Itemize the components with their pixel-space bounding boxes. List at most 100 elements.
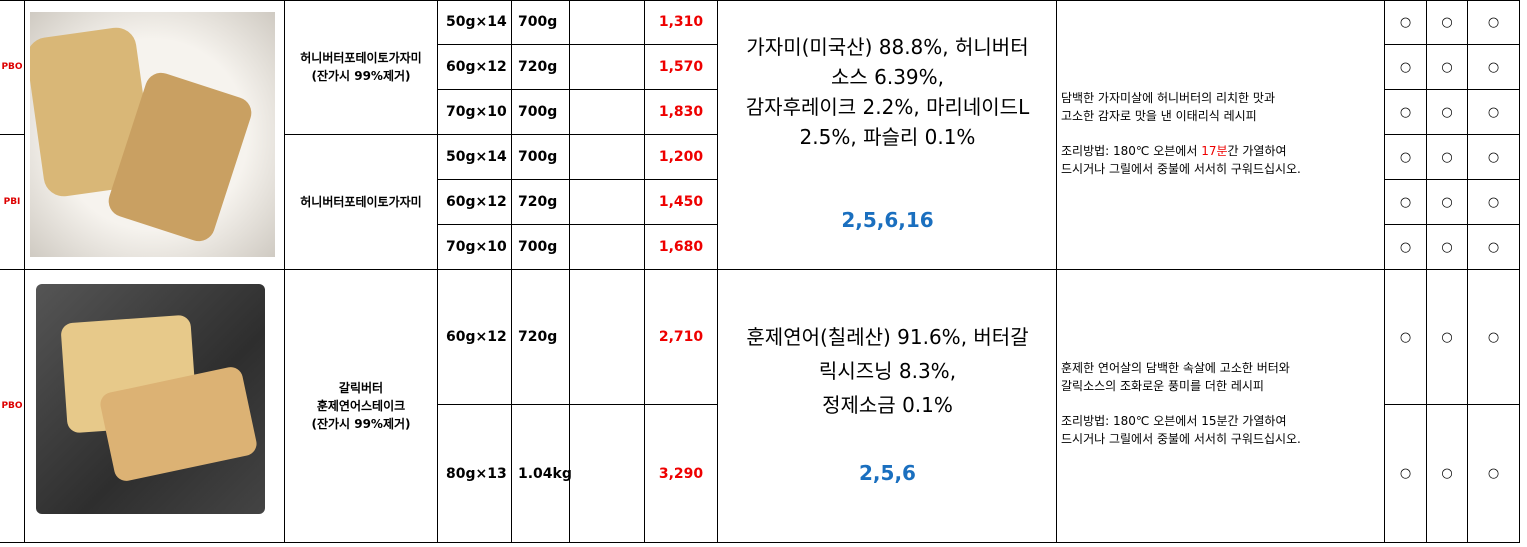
empty-cell xyxy=(570,270,645,405)
method-text: 간 가열하여 xyxy=(1227,144,1287,158)
availability-mark: ○ xyxy=(1468,90,1520,135)
price: 1,830 xyxy=(645,90,718,135)
product-name: 허니버터포테이토가자미 (잔가시 99%제거) xyxy=(285,0,438,135)
price: 3,290 xyxy=(645,405,718,543)
method-text: 17분 xyxy=(1201,144,1228,158)
availability-mark: ○ xyxy=(1468,0,1520,45)
name-line: (잔가시 99%제거) xyxy=(311,417,411,431)
product-image xyxy=(36,284,265,514)
ingredients-cell xyxy=(718,0,1057,270)
method-line: 드시거나 그릴에서 중불에 서서히 구워드십시오. xyxy=(1061,431,1301,449)
product-code: PBI xyxy=(0,135,25,270)
empty-cell xyxy=(570,135,645,180)
spec: 60g×12 xyxy=(438,270,512,405)
availability-mark: ○ xyxy=(1427,90,1468,135)
weight: 700g xyxy=(512,225,570,270)
product-code: PBO xyxy=(0,270,25,543)
price: 1,450 xyxy=(645,180,718,225)
allergens: 2,5,6 xyxy=(859,461,916,485)
empty-cell xyxy=(570,0,645,45)
price: 1,310 xyxy=(645,0,718,45)
empty-cell xyxy=(570,45,645,90)
image-cell xyxy=(25,0,285,270)
availability-mark: ○ xyxy=(1385,135,1427,180)
method-text: 조리방법: 180℃ 오븐에서 xyxy=(1061,144,1202,158)
availability-mark: ○ xyxy=(1468,270,1520,405)
description-line: 고소한 감자로 맛을 낸 이태리식 레시피 xyxy=(1061,108,1257,123)
availability-mark: ○ xyxy=(1468,135,1520,180)
name-line: 허니버터포테이토가자미 xyxy=(300,195,422,209)
description: 담백한 가자미살에 허니버터의 리치한 맛과 고소한 감자로 맛을 낸 이태리식 … xyxy=(1061,90,1275,125)
product-image xyxy=(30,12,275,257)
method-line: 조리방법: 180℃ 오븐에서 15분간 가열하여 xyxy=(1061,413,1301,431)
weight: 700g xyxy=(512,90,570,135)
ingredients-cell xyxy=(718,270,1057,543)
availability-mark: ○ xyxy=(1427,45,1468,90)
availability-mark: ○ xyxy=(1385,0,1427,45)
availability-mark: ○ xyxy=(1385,180,1427,225)
spec: 50g×14 xyxy=(438,135,512,180)
product-code: PBO xyxy=(0,0,25,135)
description-line: 갈릭소스의 조화로운 풍미를 더한 레시피 xyxy=(1061,378,1264,393)
empty-cell xyxy=(570,180,645,225)
price: 1,680 xyxy=(645,225,718,270)
method-text: 조리방법: 180℃ 오븐에서 15분간 가열하여 xyxy=(1061,414,1287,428)
ingredient-line: 소스 6.39%, xyxy=(830,65,945,89)
method-line: 조리방법: 180℃ 오븐에서 17분간 가열하여 xyxy=(1061,143,1301,161)
cooking-method: 조리방법: 180℃ 오븐에서 17분간 가열하여 드시거나 그릴에서 중불에 서… xyxy=(1061,143,1301,178)
description-cell xyxy=(1057,0,1385,270)
availability-mark: ○ xyxy=(1385,405,1427,543)
price: 2,710 xyxy=(645,270,718,405)
availability-mark: ○ xyxy=(1468,180,1520,225)
product-name: 허니버터포테이토가자미 xyxy=(285,135,438,270)
ingredient-line: 2.5%, 파슬리 0.1% xyxy=(799,125,976,149)
ingredient-line: 정제소금 0.1% xyxy=(822,393,953,417)
weight: 720g xyxy=(512,270,570,405)
availability-mark: ○ xyxy=(1385,45,1427,90)
empty-cell xyxy=(570,405,645,543)
availability-mark: ○ xyxy=(1427,0,1468,45)
availability-mark: ○ xyxy=(1385,90,1427,135)
ingredient-line: 감자후레이크 2.2%, 마리네이드L xyxy=(745,95,1030,119)
ingredient-line: 가자미(미국산) 88.8%, 허니버터 xyxy=(746,35,1029,59)
name-line: 훈제연어스테이크 xyxy=(316,399,406,413)
spec: 70g×10 xyxy=(438,90,512,135)
name-line: (잔가시 99%제거) xyxy=(311,69,411,83)
method-line: 드시거나 그릴에서 중불에 서서히 구워드십시오. xyxy=(1061,161,1301,179)
availability-mark: ○ xyxy=(1468,45,1520,90)
availability-mark: ○ xyxy=(1427,405,1468,543)
weight: 1.04kg xyxy=(512,405,572,543)
allergens: 2,5,6,16 xyxy=(841,208,934,232)
name-line: 갈릭버터 xyxy=(338,381,384,395)
name-line: 허니버터포테이토가자미 xyxy=(300,51,422,65)
availability-mark: ○ xyxy=(1427,270,1468,405)
availability-mark: ○ xyxy=(1385,225,1427,270)
image-cell xyxy=(25,270,285,543)
method-text: 드시거나 그릴에서 중불에 서서히 구워드십시오. xyxy=(1061,431,1301,446)
description-cell xyxy=(1057,270,1385,543)
spec: 50g×14 xyxy=(438,0,512,45)
ingredient-line: 훈제연어(칠레산) 91.6%, 버터갈 xyxy=(746,325,1029,349)
ingredient-line: 릭시즈닝 8.3%, xyxy=(818,359,957,383)
weight: 700g xyxy=(512,0,570,45)
spec: 80g×13 xyxy=(438,405,512,543)
weight: 700g xyxy=(512,135,570,180)
spec: 60g×12 xyxy=(438,180,512,225)
price: 1,200 xyxy=(645,135,718,180)
availability-mark: ○ xyxy=(1468,225,1520,270)
spec: 60g×12 xyxy=(438,45,512,90)
method-text: 드시거나 그릴에서 중불에 서서히 구워드십시오. xyxy=(1061,161,1301,176)
availability-mark: ○ xyxy=(1385,270,1427,405)
empty-cell xyxy=(570,225,645,270)
availability-mark: ○ xyxy=(1427,135,1468,180)
price: 1,570 xyxy=(645,45,718,90)
weight: 720g xyxy=(512,180,570,225)
description-line: 훈제한 연어살의 담백한 속살에 고소한 버터와 xyxy=(1061,361,1290,375)
availability-mark: ○ xyxy=(1468,405,1520,543)
